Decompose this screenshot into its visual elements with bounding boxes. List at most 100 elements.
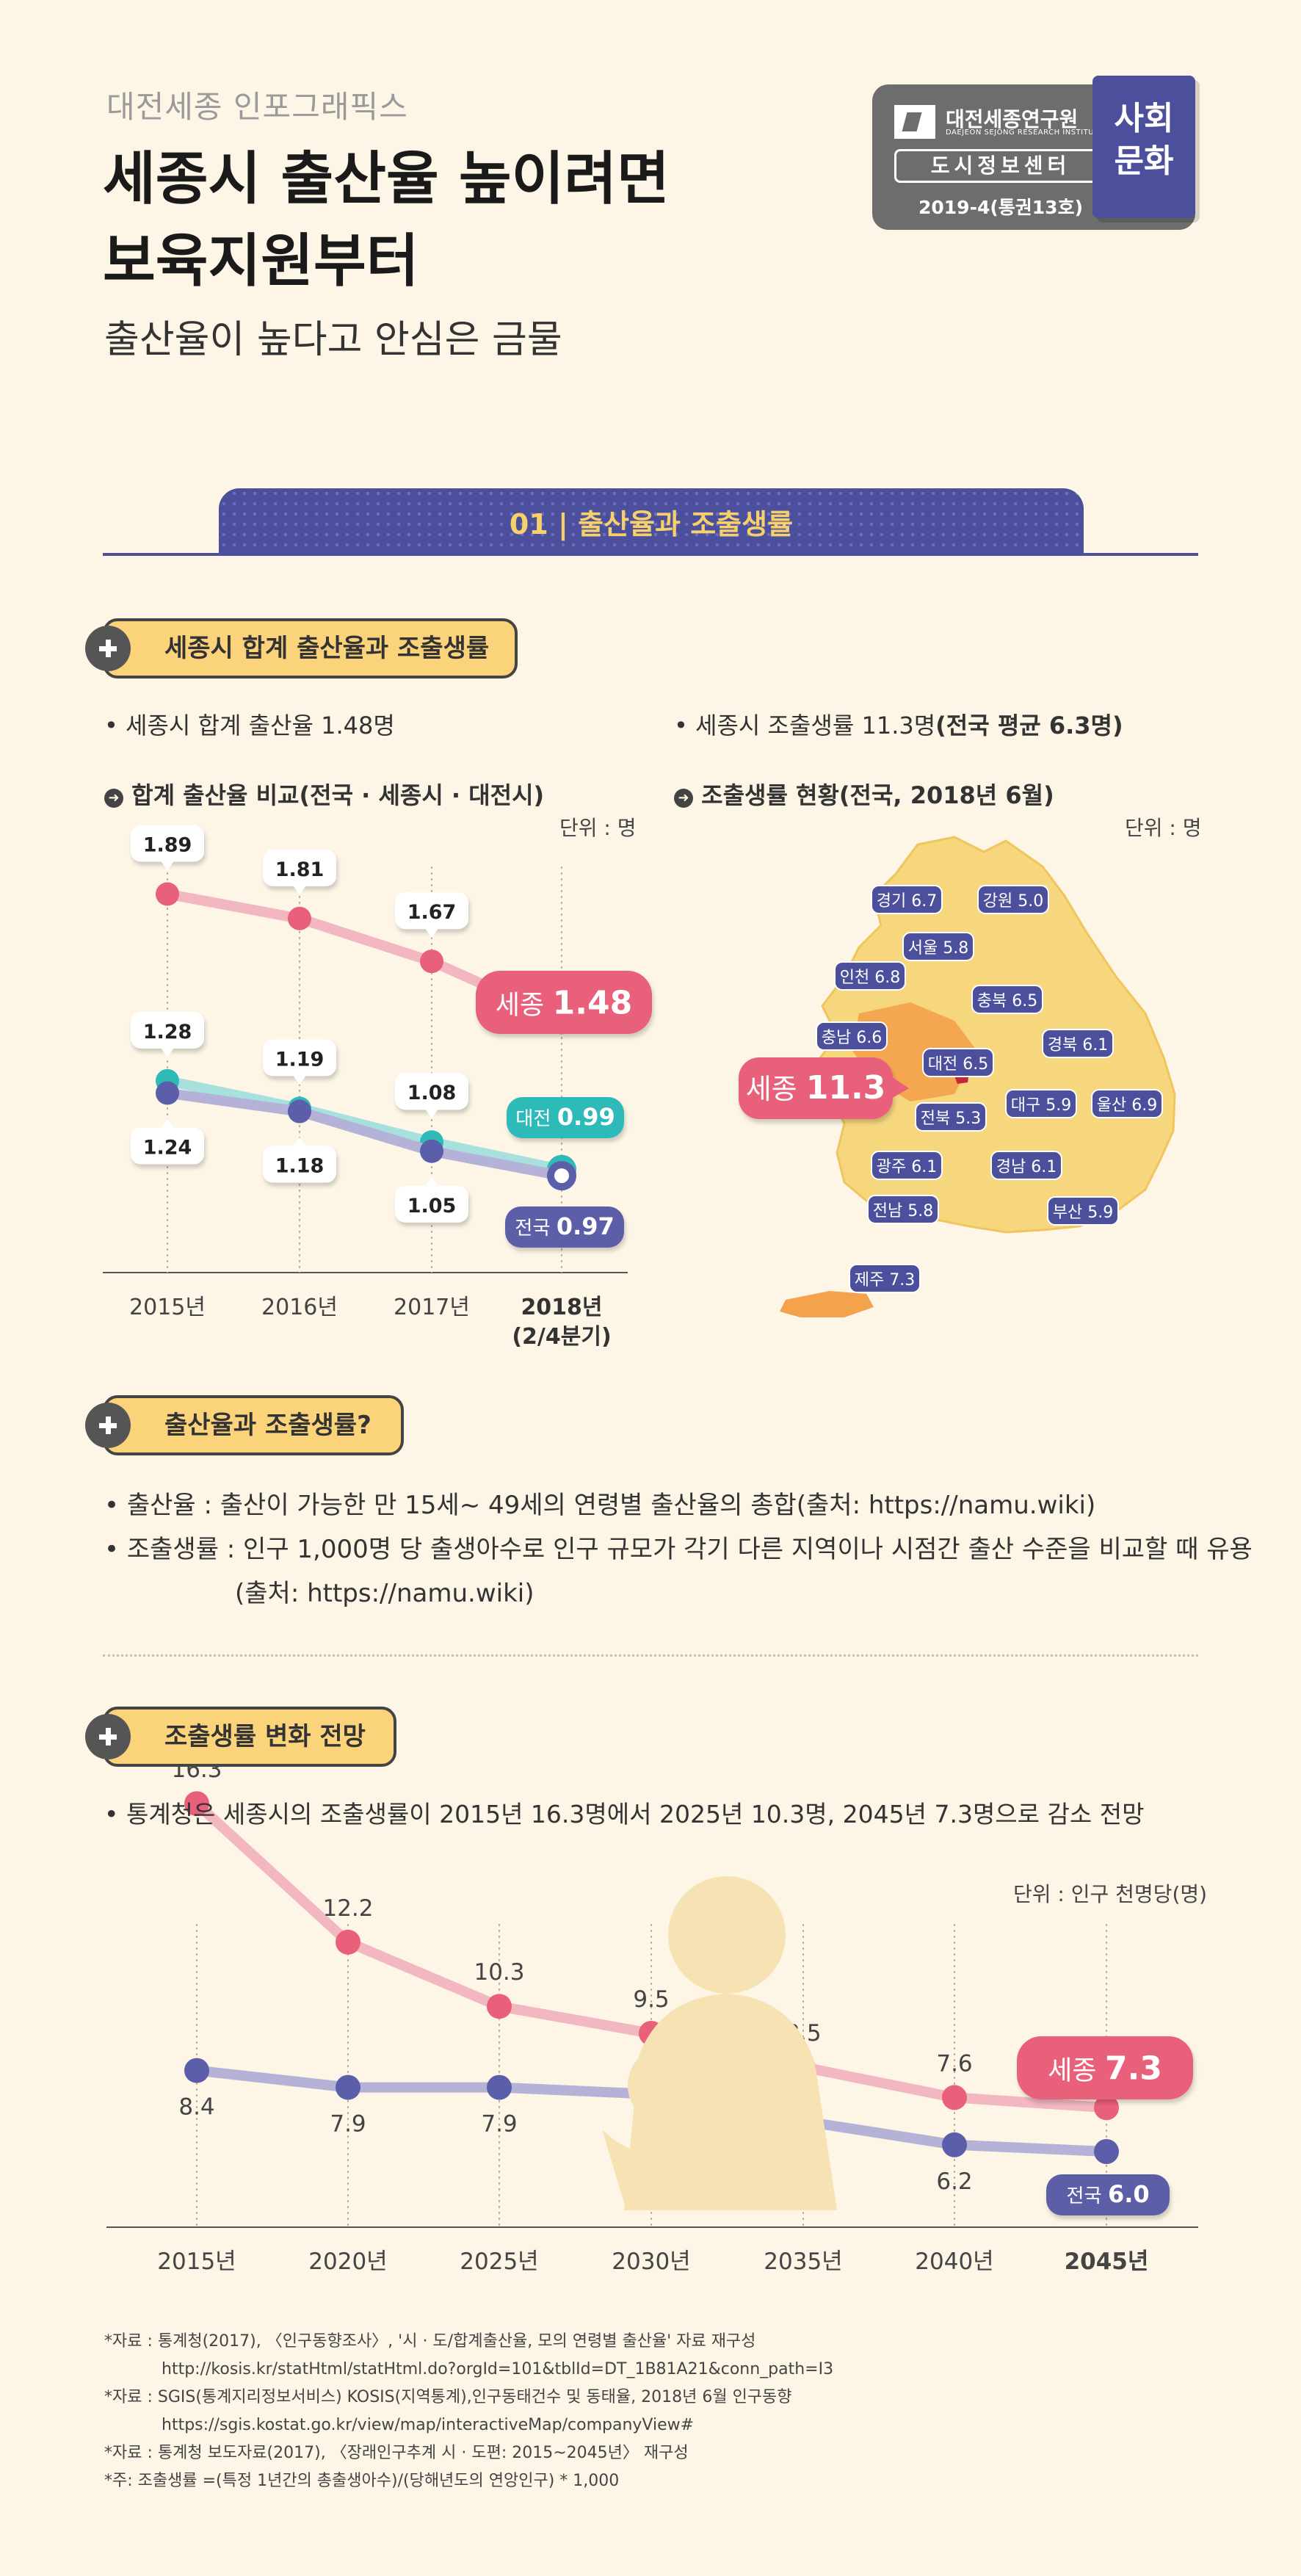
series-line-전국	[162, 1088, 567, 1182]
region-label-bg	[816, 1021, 888, 1051]
region-label-text: 대구 5.9	[1011, 1096, 1071, 1115]
region-label: 대구 5.9	[1005, 1089, 1077, 1118]
sejong-final-label-text: 세종 1.48	[496, 984, 632, 1021]
sejong-value-label-bubble	[263, 849, 336, 886]
region-label: 대전 6.5	[922, 1048, 994, 1077]
mother-child-illustration	[602, 1876, 837, 2210]
logo-mark-icon	[894, 105, 935, 139]
sejong-value-label-pointer	[161, 861, 174, 871]
jeju-shape	[780, 1291, 874, 1317]
daejeon-value-label-bubble	[263, 1039, 336, 1077]
region-label-text: 제주 7.3	[855, 1271, 915, 1289]
sejong-2045-label-region: 세종	[1048, 2055, 1105, 2085]
national-2045-label-bg	[1046, 2174, 1170, 2215]
category-tag-line-1: 사회	[1114, 100, 1174, 137]
region-label-bg	[867, 1195, 939, 1224]
region-label: 경기 6.7	[871, 885, 943, 914]
sejong-value-label: 1.81	[263, 849, 336, 895]
sejong-map-label-pointer	[891, 1077, 909, 1099]
chart-right-unit: 단위 : 명	[1125, 816, 1202, 840]
national-value-label: 7.9	[481, 2111, 517, 2138]
title-line-1: 세종시 출산율 높이려면	[103, 146, 670, 212]
section-header-band	[219, 488, 1084, 554]
region-label: 인천 6.8	[834, 961, 906, 991]
data-point	[156, 1081, 179, 1105]
sejong-value-label: 7.6	[936, 2050, 972, 2077]
region-label-text: 인천 6.8	[840, 969, 900, 987]
chart-left-title: ➜ 합계 출산율 비교(전국 · 세종시 · 대전시)	[104, 777, 544, 811]
daejeon-final-label-value: 0.99	[557, 1103, 615, 1131]
daejeon-final-label-text: 대전 0.99	[515, 1103, 615, 1131]
sejong-final-label-value: 1.48	[553, 984, 633, 1021]
x-tick-label: 2035년	[764, 2248, 842, 2275]
region-label-text: 대전 6.5	[928, 1055, 988, 1074]
sejong-value-label-bubble	[395, 892, 468, 930]
category-tag: 사회 문화	[1092, 76, 1195, 218]
data-point	[942, 2132, 967, 2157]
national-value-label-text: 1.05	[407, 1195, 457, 1218]
data-point	[184, 1791, 209, 1817]
daejeon-value-label-bubble	[395, 1073, 468, 1110]
definition-cbr: • 조출생률 : 인구 1,000명 당 출생아수로 인구 규모가 각기 다른 …	[104, 1535, 1253, 1564]
pill-header-forecast: 조출생률 변화 전망	[103, 1707, 396, 1767]
sejong-value-label: 1.67	[395, 892, 468, 938]
region-label: 전남 5.8	[867, 1195, 939, 1224]
national-value-label: 1.24	[131, 1118, 204, 1165]
source-3: *자료 : 통계청 보도자료(2017), 〈장래인구추계 시 · 도편: 20…	[104, 2444, 689, 2462]
daejeon-value-label-text: 1.08	[407, 1082, 457, 1104]
region-label-bg	[977, 885, 1049, 914]
source-2-url: https://sgis.kostat.go.kr/view/map/inter…	[162, 2416, 695, 2434]
pill-header-definitions: 출산율과 조출생률?	[103, 1395, 404, 1455]
data-point-final-center	[554, 1168, 569, 1184]
national-final-label-region: 전국	[515, 1218, 557, 1240]
x-tick-label-2018: 2018년	[521, 1295, 602, 1320]
sejong-value-label: 1.89	[131, 825, 204, 871]
sejong-value-label-text: 1.81	[275, 858, 325, 881]
sejong-map-label-bg	[739, 1057, 893, 1119]
data-point	[288, 906, 311, 930]
sejong-value-label: 12.2	[322, 1895, 373, 1922]
daejeon-final-label-region: 대전	[515, 1108, 557, 1130]
region-label-bg	[1047, 1196, 1119, 1226]
national-final-label-value: 0.97	[557, 1212, 615, 1240]
chart-left-title-text: 합계 출산율 비교(전국 · 세종시 · 대전시)	[131, 781, 545, 809]
region-label-text: 경북 6.1	[1048, 1036, 1108, 1054]
national-value-label: 1.18	[263, 1137, 336, 1183]
series-line-대전	[162, 1075, 567, 1175]
bullet-tfr: • 세종시 합계 출산율 1.48명	[104, 712, 395, 739]
daejeon-value-label: 1.19	[263, 1039, 336, 1085]
region-label: 충남 6.6	[816, 1021, 888, 1051]
national-2045-label: 전국 6.0	[1046, 2174, 1170, 2215]
x-tick-label: 2025년	[460, 2248, 538, 2275]
region-label: 제주 7.3	[849, 1264, 921, 1293]
national-final-label: 전국 0.97	[505, 1206, 624, 1248]
sejong-2045-label-bg	[1017, 2036, 1193, 2099]
region-label-bg	[990, 1151, 1062, 1180]
x-tick-label: 2017년	[394, 1295, 470, 1320]
region-label-bg	[971, 985, 1043, 1014]
region-label-text: 광주 6.1	[877, 1158, 937, 1176]
sejong-value-label-text: 1.89	[143, 833, 192, 856]
region-label-text: 강원 5.0	[983, 892, 1043, 911]
daejeon-value-label-text: 1.19	[275, 1048, 325, 1071]
region-label: 충북 6.5	[971, 985, 1043, 1014]
category-label: 대전세종 인포그래픽스	[106, 89, 408, 125]
page-subtitle: 출산율이 높다고 안심은 금물	[104, 318, 562, 362]
sejong-value-label-text: 1.67	[407, 901, 457, 924]
national-value-label-bubble	[131, 1127, 204, 1165]
region-label-text: 경기 6.7	[877, 892, 937, 911]
sejong-map-label-text: 세종 11.3	[746, 1069, 886, 1107]
region-label: 부산 5.9	[1047, 1196, 1119, 1226]
source-1-url: http://kosis.kr/statHtml/statHtml.do?org…	[162, 2360, 834, 2378]
source-1: *자료 : 통계청(2017), 〈인구동향조사〉, '시 · 도/합계출산율,…	[104, 2332, 756, 2351]
region-label-text: 울산 6.9	[1097, 1096, 1157, 1115]
x-tick-label: 2040년	[915, 2248, 993, 2275]
daejeon-value-label-text: 1.28	[143, 1021, 192, 1043]
institute-name: 대전세종연구원	[946, 107, 1079, 131]
national-value-label: 6.2	[936, 2168, 972, 2195]
sejong-map-label-value: 11.3	[806, 1069, 886, 1107]
chart-right-title-text: 조출생률 현황(전국, 2018년 6월)	[701, 781, 1054, 809]
data-point	[487, 1994, 512, 2019]
sejong-value-label-pointer	[293, 885, 306, 895]
